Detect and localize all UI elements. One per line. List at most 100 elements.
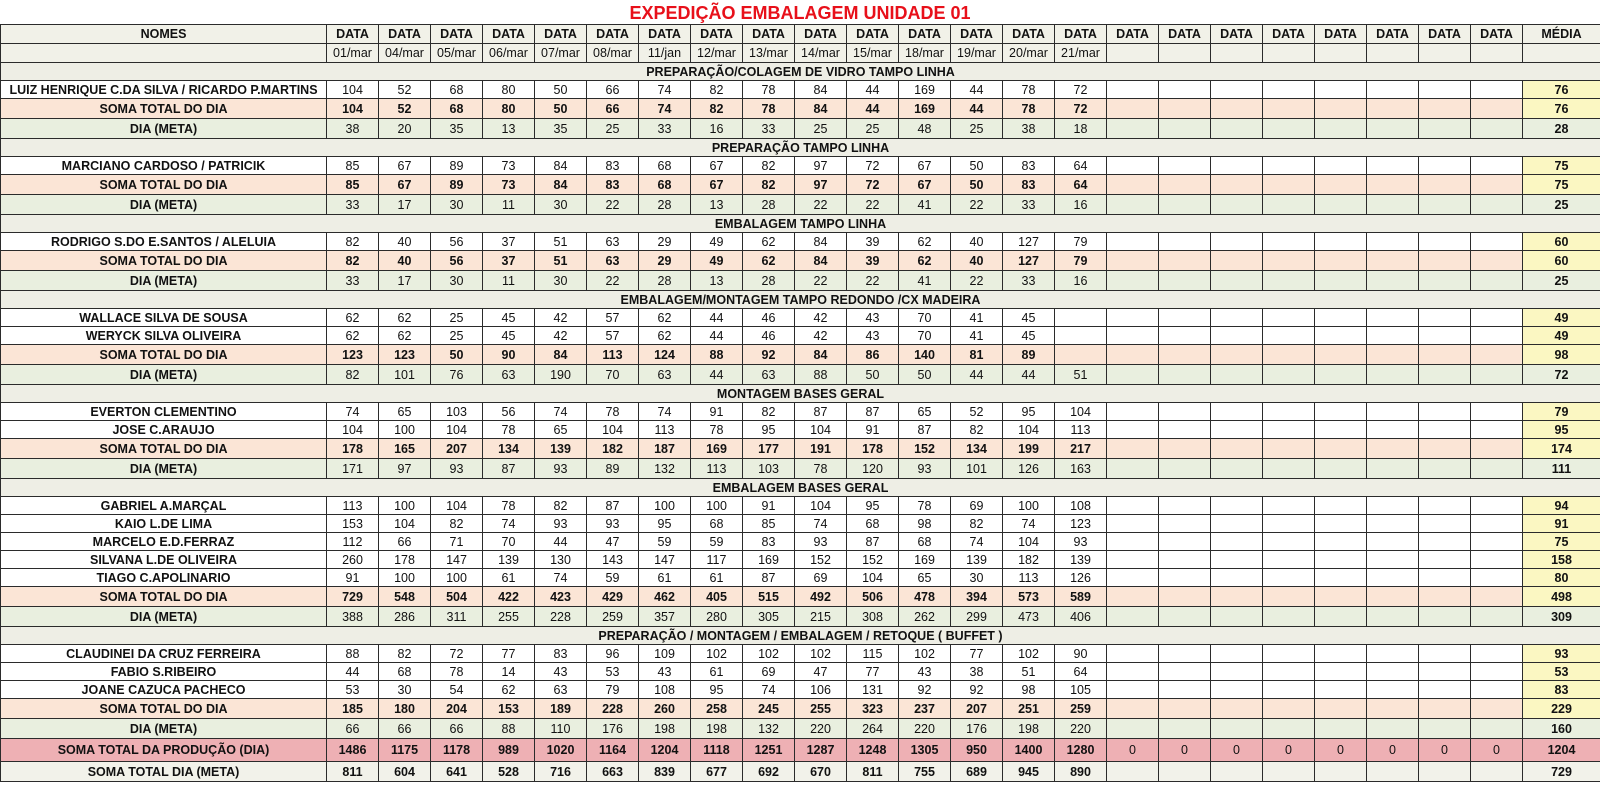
daily-sum-value-cell[interactable]: 169 [898,98,951,119]
person-value-cell[interactable]: 40 [950,232,1003,251]
person-value-cell[interactable]: 82 [950,420,1003,439]
person-value-cell[interactable]: 152 [846,550,899,569]
person-value-cell[interactable] [1418,496,1471,515]
total-meta-value-cell[interactable] [1470,761,1523,782]
date-cell[interactable] [1210,43,1263,63]
daily-meta-value-cell[interactable]: 66 [378,718,431,739]
person-value-cell[interactable] [1314,568,1367,587]
person-average[interactable]: 95 [1522,420,1600,439]
total-production-value-cell[interactable]: 0 [1262,738,1315,762]
person-value-cell[interactable] [1470,514,1523,533]
daily-sum-label[interactable]: SOMA TOTAL DO DIA [0,174,327,195]
person-average[interactable]: 75 [1522,532,1600,551]
daily-meta-value-cell[interactable]: 190 [534,364,587,385]
daily-meta-value-cell[interactable]: 44 [1002,364,1055,385]
daily-sum-value-cell[interactable] [1158,344,1211,365]
daily-sum-value-cell[interactable] [1106,438,1159,459]
person-value-cell[interactable] [1366,420,1419,439]
daily-sum-value-cell[interactable]: 182 [586,438,639,459]
person-value-cell[interactable] [1158,156,1211,175]
total-meta-value-cell[interactable] [1262,761,1315,782]
daily-meta-value-cell[interactable]: 220 [794,718,847,739]
daily-sum-value-cell[interactable]: 405 [690,586,743,607]
daily-sum-value-cell[interactable]: 90 [482,344,535,365]
person-value-cell[interactable] [1262,420,1315,439]
daily-meta-value-cell[interactable]: 33 [326,270,379,291]
daily-meta-value-cell[interactable] [1418,194,1471,215]
daily-sum-value-cell[interactable]: 86 [846,344,899,365]
person-value-cell[interactable]: 152 [794,550,847,569]
person-value-cell[interactable]: 104 [1002,420,1055,439]
daily-meta-value-cell[interactable]: 22 [586,194,639,215]
person-value-cell[interactable] [1418,680,1471,699]
daily-sum-average[interactable]: 75 [1522,174,1600,195]
person-value-cell[interactable]: 104 [326,80,379,99]
daily-meta-value-cell[interactable] [1418,364,1471,385]
person-value-cell[interactable]: 51 [1002,662,1055,681]
daily-sum-value-cell[interactable] [1106,344,1159,365]
date-cell[interactable]: 18/mar [898,43,951,63]
person-value-cell[interactable]: 25 [430,308,483,327]
section-title[interactable]: EMBALAGEM TAMPO LINHA [0,214,1600,233]
daily-sum-value-cell[interactable]: 548 [378,586,431,607]
person-value-cell[interactable]: 87 [586,496,639,515]
person-value-cell[interactable]: 45 [482,326,535,345]
daily-sum-average[interactable]: 60 [1522,250,1600,271]
person-value-cell[interactable] [1314,662,1367,681]
daily-meta-value-cell[interactable]: 103 [742,458,795,479]
person-value-cell[interactable]: 100 [378,496,431,515]
daily-sum-value-cell[interactable] [1210,438,1263,459]
person-value-cell[interactable]: 65 [898,568,951,587]
person-value-cell[interactable]: 50 [950,156,1003,175]
daily-sum-value-cell[interactable]: 40 [950,250,1003,271]
person-value-cell[interactable]: 90 [1054,644,1107,663]
person-value-cell[interactable]: 29 [638,232,691,251]
person-value-cell[interactable] [1106,156,1159,175]
person-value-cell[interactable]: 91 [326,568,379,587]
daily-meta-value-cell[interactable]: 220 [1054,718,1107,739]
person-value-cell[interactable]: 87 [742,568,795,587]
person-value-cell[interactable] [1470,550,1523,569]
person-value-cell[interactable]: 43 [534,662,587,681]
date-column-header[interactable]: DATA [794,24,847,44]
person-value-cell[interactable] [1106,550,1159,569]
daily-meta-value-cell[interactable]: 110 [534,718,587,739]
daily-sum-value-cell[interactable] [1158,586,1211,607]
person-value-cell[interactable] [1418,80,1471,99]
person-value-cell[interactable] [1418,308,1471,327]
person-value-cell[interactable]: 74 [638,402,691,421]
person-value-cell[interactable]: 106 [794,680,847,699]
date-column-header[interactable]: DATA [1054,24,1107,44]
person-value-cell[interactable] [1366,326,1419,345]
daily-sum-value-cell[interactable]: 51 [534,250,587,271]
daily-meta-value-cell[interactable]: 87 [482,458,535,479]
person-name[interactable]: EVERTON CLEMENTINO [0,402,327,421]
person-value-cell[interactable] [1158,680,1211,699]
person-name[interactable]: TIAGO C.APOLINARIO [0,568,327,587]
date-cell[interactable]: 11/jan [638,43,691,63]
person-value-cell[interactable]: 108 [1054,496,1107,515]
total-production-value-cell[interactable]: 1400 [1002,738,1055,762]
daily-sum-value-cell[interactable]: 62 [898,250,951,271]
daily-sum-value-cell[interactable] [1366,698,1419,719]
daily-meta-value-cell[interactable] [1314,270,1367,291]
daily-meta-value-cell[interactable]: 16 [1054,270,1107,291]
person-value-cell[interactable]: 169 [742,550,795,569]
person-name[interactable]: MARCIANO CARDOSO / PATRICIK [0,156,327,175]
daily-meta-value-cell[interactable]: 264 [846,718,899,739]
total-production-value-cell[interactable]: 1020 [534,738,587,762]
daily-meta-value-cell[interactable]: 44 [950,364,1003,385]
person-average[interactable]: 158 [1522,550,1600,569]
daily-sum-value-cell[interactable]: 62 [742,250,795,271]
daily-sum-value-cell[interactable] [1262,174,1315,195]
person-value-cell[interactable]: 69 [950,496,1003,515]
person-value-cell[interactable] [1470,496,1523,515]
person-value-cell[interactable] [1314,156,1367,175]
person-value-cell[interactable]: 131 [846,680,899,699]
person-value-cell[interactable]: 127 [1002,232,1055,251]
daily-meta-value-cell[interactable]: 28 [638,270,691,291]
person-value-cell[interactable]: 62 [378,326,431,345]
person-value-cell[interactable] [1314,80,1367,99]
daily-meta-value-cell[interactable] [1262,270,1315,291]
daily-sum-value-cell[interactable]: 258 [690,698,743,719]
